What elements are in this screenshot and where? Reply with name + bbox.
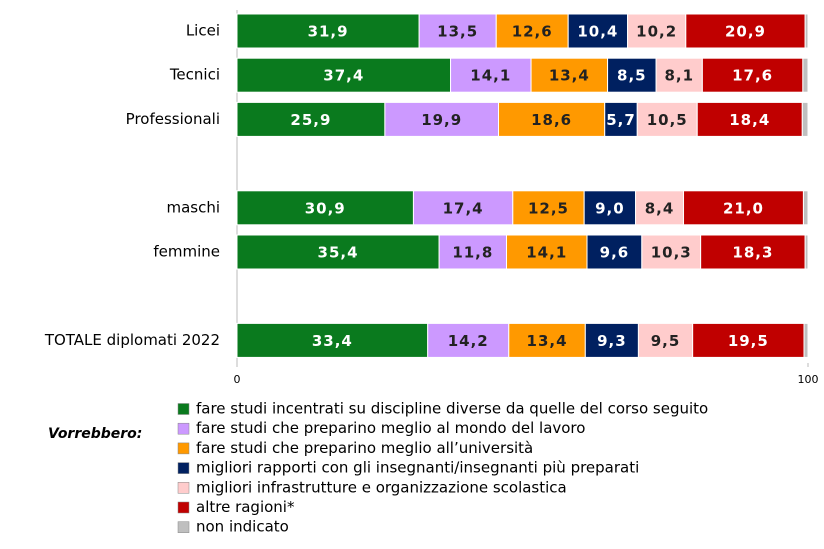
value-label: 17,4 <box>443 199 484 217</box>
category-label: Professionali <box>126 110 220 128</box>
value-label: 18,6 <box>531 111 572 129</box>
value-label: 9,6 <box>600 244 630 262</box>
legend-swatch <box>177 521 190 533</box>
category-label: femmine <box>153 243 220 261</box>
category-label: Tecnici <box>169 66 220 84</box>
bar-segment <box>583 190 637 226</box>
value-label: 8,1 <box>664 67 694 85</box>
value-label: 19,5 <box>728 332 769 350</box>
bar-segment <box>685 13 806 49</box>
bar-segment <box>567 13 629 49</box>
legend-label: migliori rapporti con gli insegnanti/ins… <box>196 459 639 477</box>
category-label: maschi <box>166 198 220 216</box>
bar-segment <box>418 13 497 49</box>
bar-segment <box>804 234 809 270</box>
value-label: 5,7 <box>606 111 636 129</box>
value-label: 25,9 <box>290 111 331 129</box>
value-label: 12,6 <box>512 23 553 41</box>
bar-segment <box>636 101 698 137</box>
bar-segment <box>236 234 440 270</box>
bar-segment <box>450 57 532 93</box>
value-label: 13,4 <box>549 67 590 85</box>
legend-label: fare studi incentrati su discipline dive… <box>196 400 708 418</box>
legend-title: Vorrebbero: <box>48 426 142 442</box>
bar-segment <box>236 13 420 49</box>
legend-label: fare studi che preparino meglio all’univ… <box>196 439 533 457</box>
value-label: 9,0 <box>595 199 625 217</box>
value-label: 17,6 <box>732 67 773 85</box>
legend-label: non indicato <box>196 518 289 536</box>
legend-swatch <box>177 403 190 415</box>
value-label: 13,4 <box>527 332 568 350</box>
bar-segment <box>384 101 500 137</box>
value-label: 18,3 <box>732 244 773 262</box>
value-label: 35,4 <box>318 244 359 262</box>
value-label: 10,3 <box>651 244 692 262</box>
legend-swatch <box>177 482 190 494</box>
bar-segment <box>627 13 687 49</box>
value-label: 33,4 <box>312 332 353 350</box>
x-tick-label: 100 <box>798 373 819 386</box>
bar-segment <box>802 57 809 93</box>
value-label: 14,1 <box>526 244 567 262</box>
bar-segment <box>803 322 809 358</box>
value-label: 14,2 <box>448 332 489 350</box>
bar-segment <box>641 234 702 270</box>
value-label: 14,1 <box>470 67 511 85</box>
bar-segment <box>701 57 804 93</box>
bar-segment <box>700 234 806 270</box>
value-label: 10,4 <box>577 23 618 41</box>
bar-segment <box>683 190 804 226</box>
value-label: 10,2 <box>636 23 677 41</box>
bar-segment <box>438 234 508 270</box>
value-label: 12,5 <box>528 199 569 217</box>
bar-segment <box>607 57 657 93</box>
value-label: 13,5 <box>437 23 478 41</box>
bar-segment <box>236 322 429 358</box>
bar-segment <box>804 13 809 49</box>
value-label: 19,9 <box>421 111 462 129</box>
category-label: Licei <box>186 22 220 40</box>
bar-segment <box>236 101 386 137</box>
value-label: 20,9 <box>725 23 766 41</box>
bar-segment <box>530 57 609 93</box>
legend-swatch <box>177 422 190 435</box>
bar-segment <box>604 101 638 137</box>
legend-swatch <box>177 501 190 514</box>
value-label: 10,5 <box>647 111 688 129</box>
legend-label: altre ragioni* <box>196 498 295 516</box>
x-tick-label: 0 <box>234 373 241 386</box>
bar-segment <box>696 101 803 137</box>
value-label: 37,4 <box>323 67 364 85</box>
bar-segment <box>802 190 809 226</box>
value-label: 18,4 <box>729 111 770 129</box>
bar-segment <box>512 190 585 226</box>
value-label: 21,0 <box>723 199 764 217</box>
legend-swatch <box>177 442 190 455</box>
value-label: 8,4 <box>645 199 675 217</box>
bar-segment <box>498 101 606 137</box>
bar-segment <box>236 190 414 226</box>
value-label: 30,9 <box>305 199 346 217</box>
value-label: 8,5 <box>617 67 647 85</box>
bar-segment <box>635 190 685 226</box>
bar-segment <box>637 322 694 358</box>
bar-segment <box>801 101 809 137</box>
bar-segment <box>495 13 569 49</box>
category-label: TOTALE diplomati 2022 <box>44 331 220 349</box>
legend-label: fare studi che preparino meglio al mondo… <box>196 419 585 437</box>
value-label: 11,8 <box>452 244 493 262</box>
legend-label: migliori infrastrutture e organizzazione… <box>196 478 567 496</box>
value-label: 9,5 <box>651 332 681 350</box>
bar-segment <box>508 322 586 358</box>
value-label: 9,3 <box>597 332 627 350</box>
bar-segment <box>655 57 703 93</box>
value-label: 31,9 <box>308 23 349 41</box>
legend-swatch <box>177 462 190 474</box>
